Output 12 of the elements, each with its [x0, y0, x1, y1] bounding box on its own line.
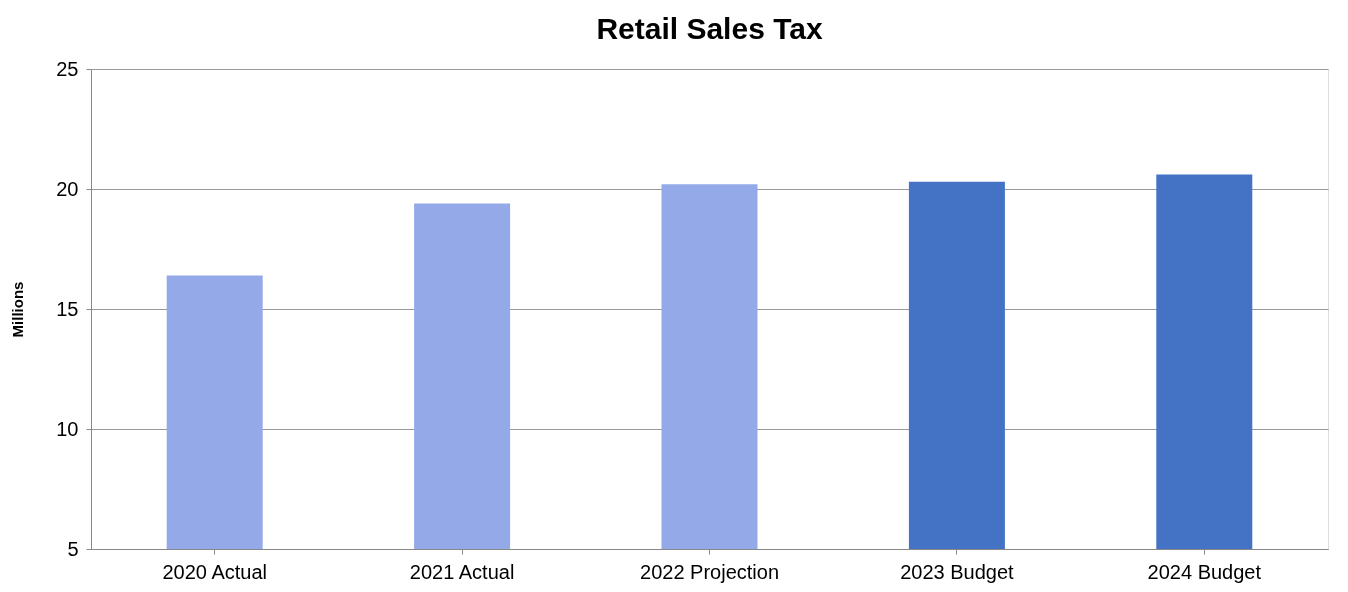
x-tick-label: 2020 Actual: [162, 560, 267, 583]
chart-title: Retail Sales Tax: [596, 12, 823, 45]
y-tick-label: 25: [56, 57, 79, 80]
x-tick-label: 2021 Actual: [409, 560, 515, 583]
y-tick-label: 10: [56, 417, 79, 440]
x-tick-label: 2023 Budget: [900, 560, 1015, 583]
y-tick-label: 20: [56, 177, 79, 200]
x-tick-label: 2024 Budget: [1147, 560, 1262, 583]
y-axis-title: Millions: [9, 281, 27, 338]
x-tick-label: 2022 Projection: [640, 560, 779, 583]
y-tick-label: 15: [56, 297, 79, 320]
y-tick-label: 5: [67, 537, 79, 560]
